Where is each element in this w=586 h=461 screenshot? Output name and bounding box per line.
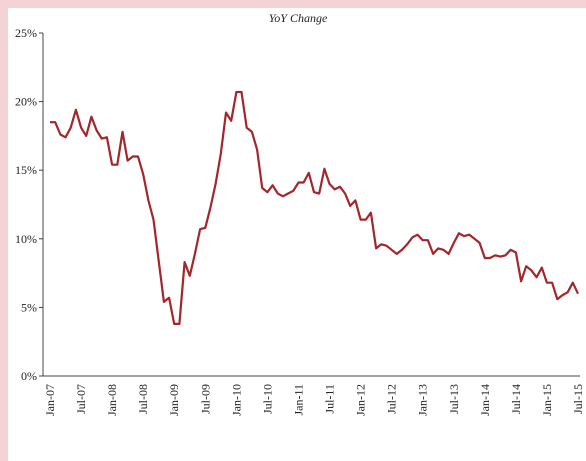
x-tick-label: Jan-07: [43, 384, 57, 416]
x-tick-label: Jan-14: [478, 384, 492, 416]
chart-title: YoY Change: [269, 11, 328, 25]
y-tick-label: 15%: [15, 163, 37, 177]
x-tick-label: Jan-11: [291, 384, 305, 416]
x-tick-label: Jan-10: [229, 384, 243, 416]
x-tick-label: Jul-09: [198, 384, 212, 414]
y-tick-label: 25%: [15, 26, 37, 40]
y-tick-label: 0%: [21, 369, 37, 383]
x-tick-label: Jan-13: [416, 384, 430, 416]
plot-background: [8, 8, 586, 461]
x-tick-label: Jan-15: [540, 384, 554, 416]
x-tick-label: Jul-13: [447, 384, 461, 414]
x-tick-label: Jul-08: [136, 384, 150, 414]
y-tick-label: 5%: [21, 300, 37, 314]
x-tick-label: Jul-10: [260, 384, 274, 414]
data-line: [50, 90, 579, 325]
x-tick-label: Jul-11: [323, 384, 337, 414]
y-tick-label: 20%: [15, 95, 37, 109]
x-tick-label: Jan-12: [354, 384, 368, 416]
x-tick-label: Jul-15: [571, 384, 585, 414]
x-tick-label: Jul-14: [509, 384, 523, 414]
x-tick-label: Jul-12: [385, 384, 399, 414]
x-tick-label: Jul-07: [74, 384, 88, 414]
x-tick-label: Jan-09: [167, 384, 181, 416]
y-tick-label: 10%: [15, 232, 37, 246]
x-tick-label: Jan-08: [105, 384, 119, 416]
